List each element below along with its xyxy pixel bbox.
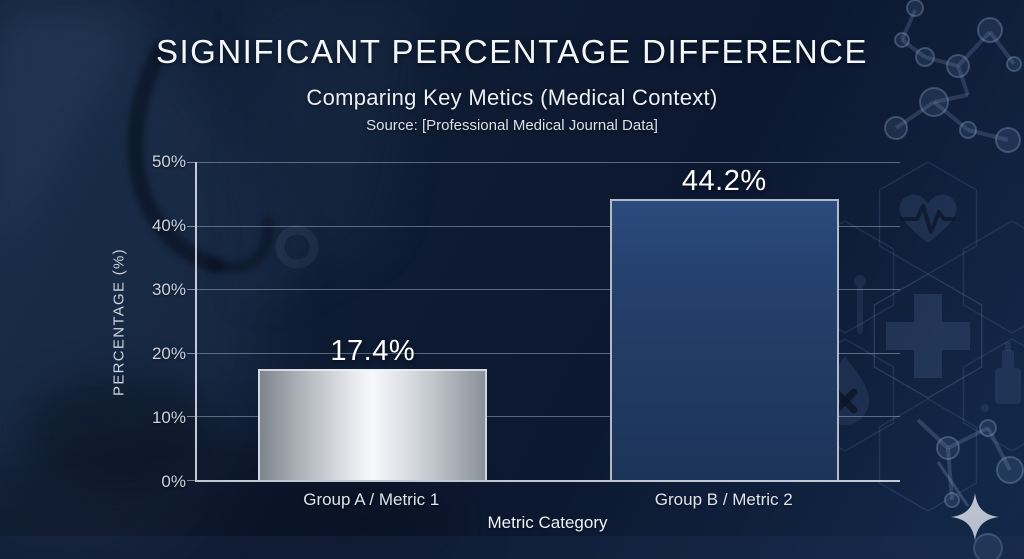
- y-axis-tick: [187, 289, 195, 291]
- heart-pulse-icon: [899, 194, 957, 243]
- y-axis-tick: [187, 352, 195, 354]
- y-tick-label: 30%: [151, 280, 186, 299]
- y-axis-tick: [187, 416, 195, 418]
- gridline: [197, 352, 900, 354]
- gridline: [197, 289, 900, 291]
- y-axis-title: PERCENTAGE (%): [110, 248, 128, 396]
- plot-area: 17.4% 44.2%: [187, 162, 900, 482]
- y-tick-label: 40%: [151, 216, 186, 235]
- bar-value-label: 17.4%: [330, 335, 416, 368]
- bar-group-b: 44.2%: [609, 165, 839, 480]
- y-axis-tick: [187, 162, 195, 163]
- gridline: [197, 225, 900, 227]
- medicine-bottle-icon: [981, 342, 1021, 412]
- molecule-icon: [884, 0, 1022, 153]
- medical-cross-icon: [886, 294, 970, 378]
- y-tick-label: 20%: [151, 344, 186, 363]
- y-axis-labels: 0% 10% 20% 30% 40% 50%: [128, 152, 186, 491]
- bar-value-label: 44.2%: [681, 164, 767, 197]
- y-axis-tick: [187, 225, 195, 227]
- y-tick-label: 10%: [151, 408, 186, 427]
- gridline: [197, 162, 900, 163]
- source-note: Source: [Professional Medical Journal Da…: [366, 117, 658, 134]
- x-tick-label: Group B / Metric 2: [654, 490, 793, 509]
- x-axis-title: Metric Category: [487, 513, 608, 532]
- bar-group-a: 17.4%: [258, 335, 488, 480]
- y-axis-tick: [187, 480, 195, 481]
- page-title: SIGNIFICANT PERCENTAGE DIFFERENCE: [155, 33, 868, 70]
- table-edge-band: [0, 536, 1024, 559]
- rod-of-asclepius-icon: [854, 275, 866, 334]
- y-tick-label: 50%: [151, 152, 186, 171]
- x-tick-label: Group A / Metric 1: [303, 490, 440, 509]
- y-tick-label: 0%: [161, 472, 186, 491]
- chart-subtitle: Comparing Key Metics (Medical Context): [306, 85, 718, 110]
- molecule-icon: [916, 418, 1024, 559]
- sparkle-icon: [951, 493, 999, 541]
- gridline: [197, 416, 900, 418]
- x-axis-labels: Group A / Metric 1 Group B / Metric 2: [195, 490, 900, 510]
